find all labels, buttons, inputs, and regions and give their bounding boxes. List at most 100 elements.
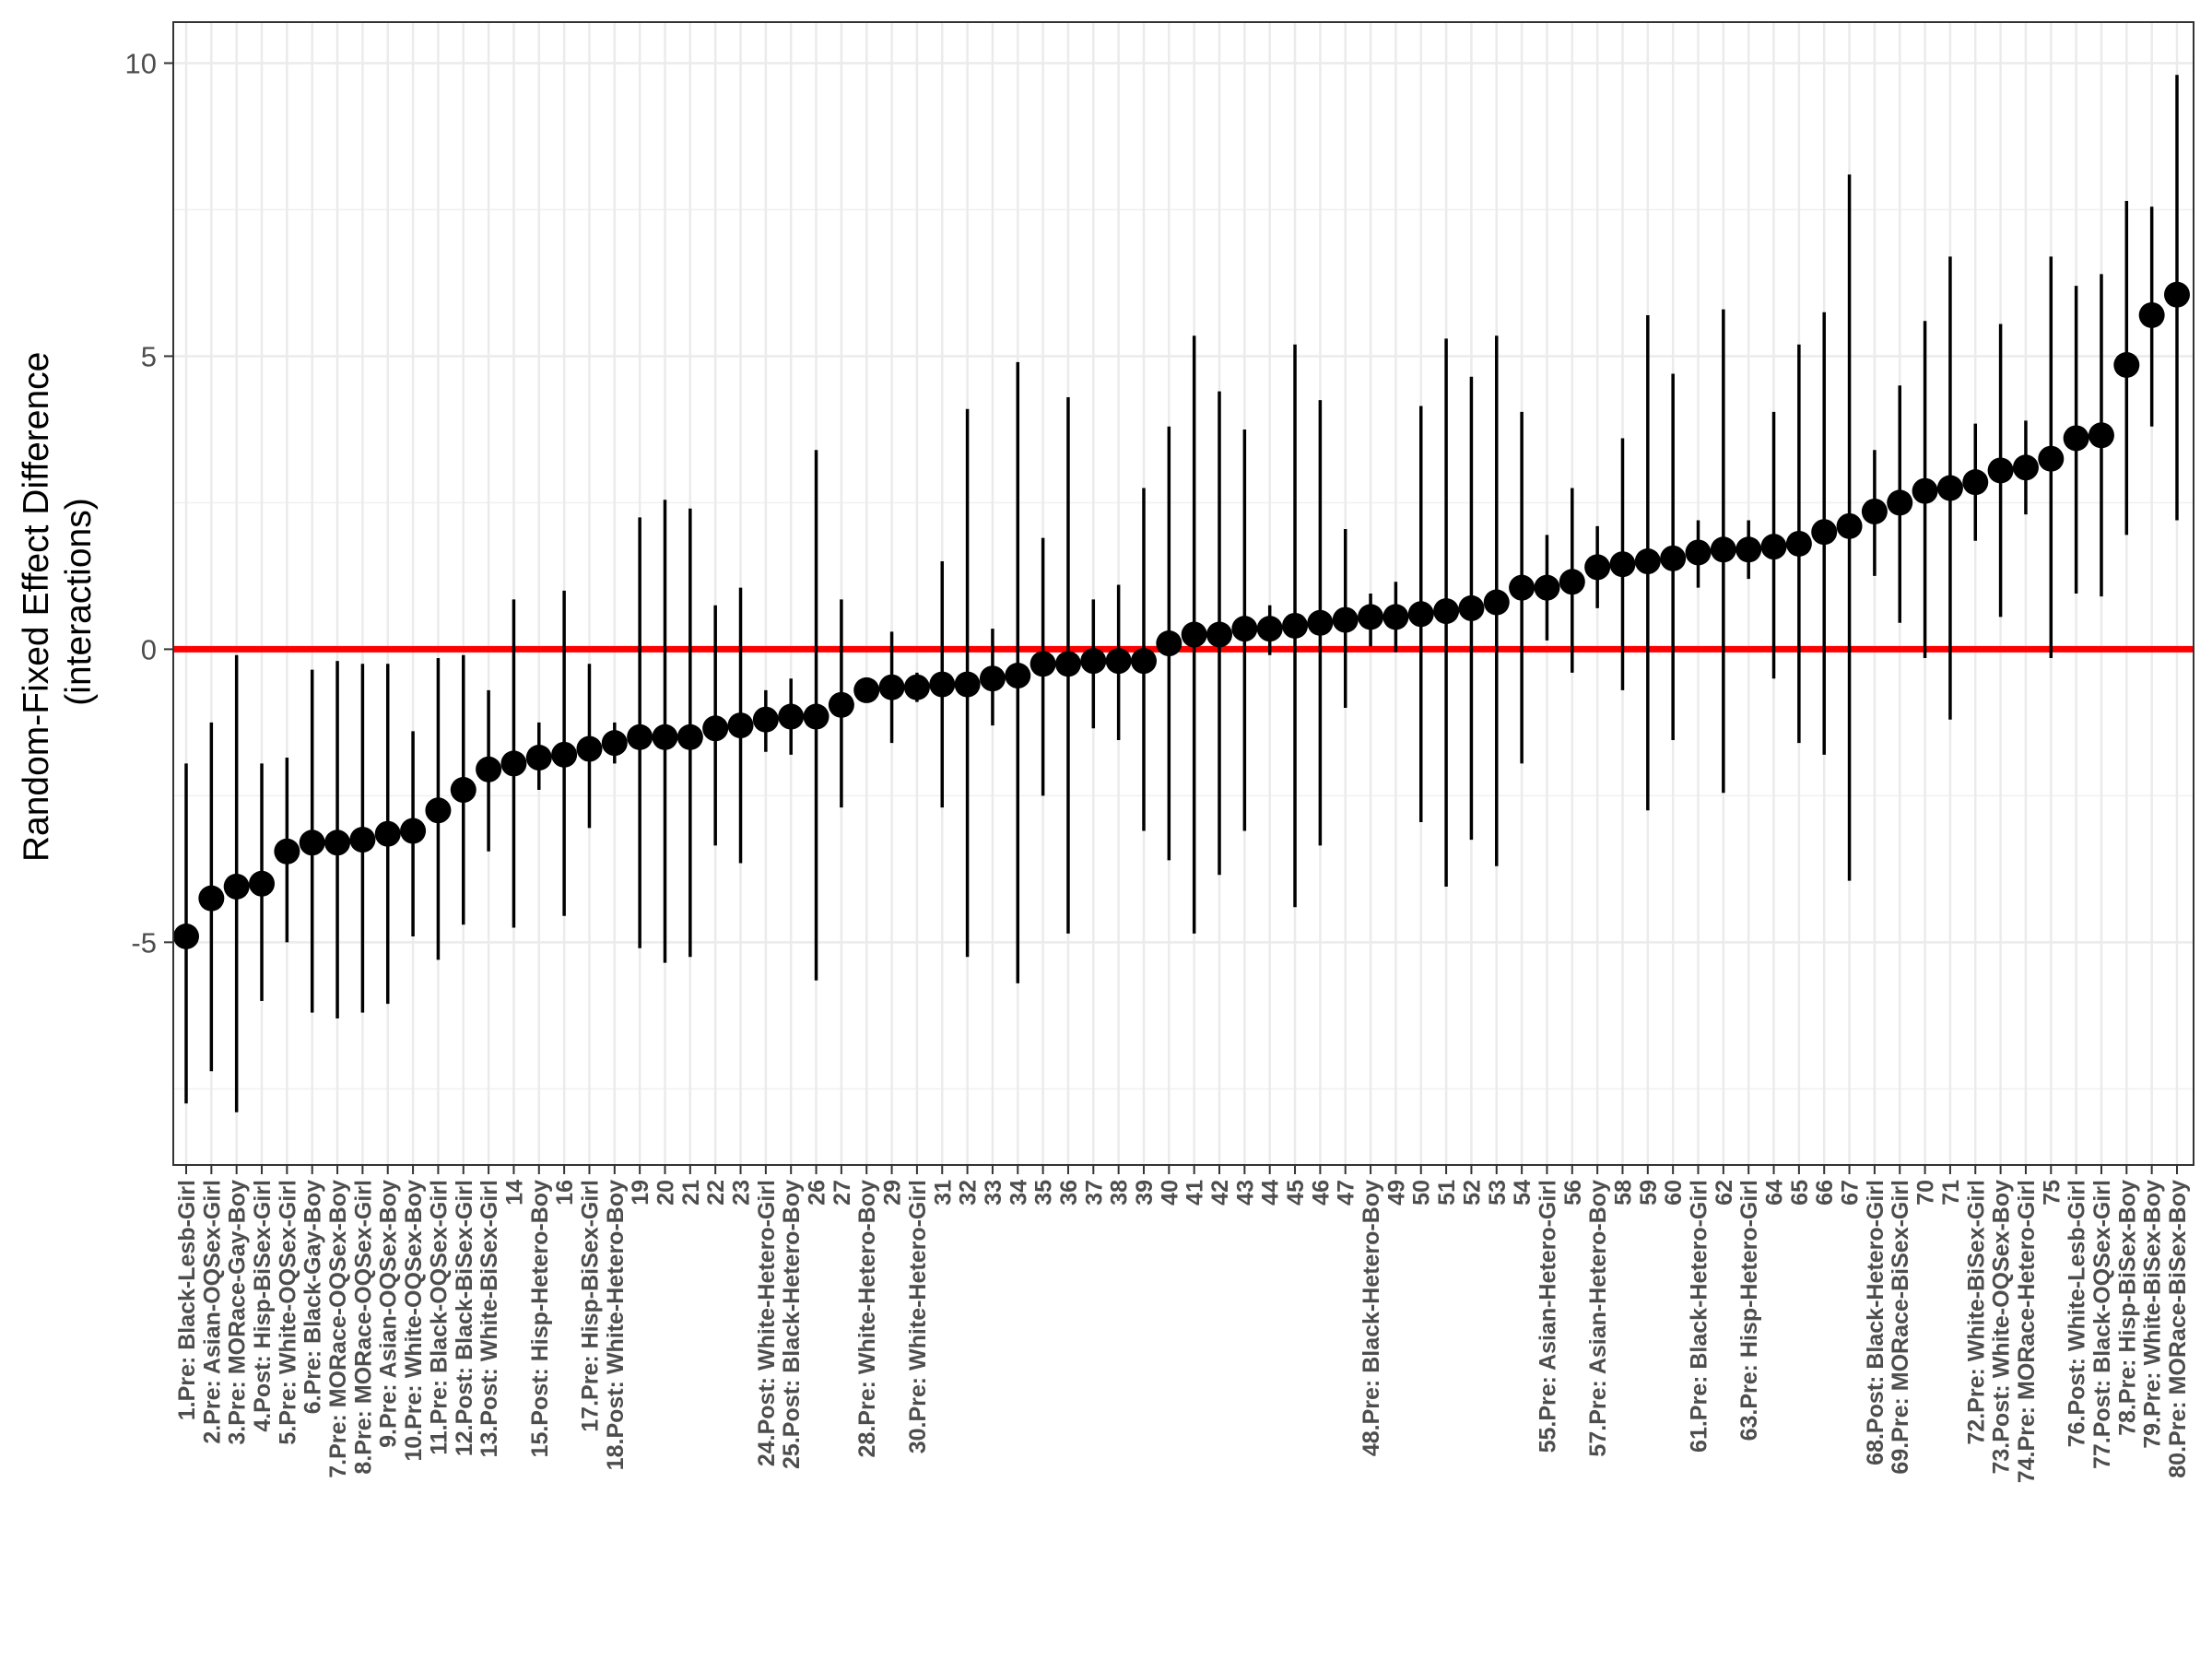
x-tick-label: 54 xyxy=(1510,1180,1535,1206)
x-tick-label: 60 xyxy=(1661,1180,1687,1206)
x-tick-label: 37 xyxy=(1081,1180,1107,1206)
x-tick-label: 79.Pre: White-BiSex-Boy xyxy=(2140,1180,2166,1449)
y-tick-label: 0 xyxy=(141,633,157,665)
point-estimate xyxy=(1811,519,1838,546)
x-tick-label: 41 xyxy=(1182,1180,1208,1206)
point-estimate xyxy=(1912,477,1938,504)
x-tick-label: 32 xyxy=(956,1180,982,1206)
point-estimate xyxy=(425,797,452,824)
x-tick-label: 25.Post: Black-Hetero-Boy xyxy=(779,1180,805,1469)
point-estimate xyxy=(601,730,628,757)
x-tick-label: 46 xyxy=(1308,1180,1334,1206)
point-estimate xyxy=(374,820,401,847)
x-tick-label: 18.Post: White-Hetero-Boy xyxy=(603,1180,629,1470)
point-estimate xyxy=(677,724,703,750)
point-estimate xyxy=(525,745,552,771)
x-tick-label: 8.Pre: MORace-OQSex-Girl xyxy=(350,1180,376,1475)
point-estimate xyxy=(1206,621,1233,648)
x-tick-label: 35 xyxy=(1031,1180,1057,1206)
point-estimate xyxy=(1634,548,1661,575)
point-estimate xyxy=(1282,612,1309,639)
x-tick-label: 27 xyxy=(830,1180,855,1206)
x-tick-label: 66 xyxy=(1812,1180,1838,1206)
point-estimate xyxy=(400,818,427,844)
x-tick-label: 47 xyxy=(1334,1180,1359,1206)
y-tick-label: 5 xyxy=(141,340,157,372)
x-tick-label: 72.Pre: White-BiSex-Girl xyxy=(1963,1180,1989,1445)
x-tick-label: 56 xyxy=(1560,1180,1586,1206)
x-tick-label: 2.Pre: Asian-OQSex-Girl xyxy=(199,1180,225,1444)
y-axis-title: Random-Fixed Effect Difference (interact… xyxy=(17,342,99,862)
point-estimate xyxy=(274,838,300,865)
point-estimate xyxy=(1735,536,1762,563)
x-tick-label: 9.Pre: Asian-OQSex-Boy xyxy=(376,1180,402,1448)
point-estimate xyxy=(1962,469,1989,496)
point-estimate xyxy=(173,924,199,949)
point-estimate xyxy=(1534,574,1560,601)
point-estimate xyxy=(2038,445,2065,472)
point-estimate xyxy=(1005,663,1031,689)
point-estimate xyxy=(778,703,805,730)
point-estimate xyxy=(1030,651,1056,677)
point-estimate xyxy=(903,674,930,700)
x-tick-label: 49 xyxy=(1383,1180,1409,1206)
x-tick-label: 3.Pre: MORace-Gay-Boy xyxy=(225,1180,251,1445)
point-estimate xyxy=(803,703,830,730)
x-tick-label: 70 xyxy=(1913,1180,1939,1206)
point-estimate xyxy=(1231,616,1258,642)
y-tick-label: -5 xyxy=(131,926,157,959)
x-tick-label: 11.Pre: Black-OQSex-Girl xyxy=(426,1180,452,1455)
point-estimate xyxy=(1609,551,1636,578)
x-tick-label: 57.Pre: Asian-Hetero-Boy xyxy=(1585,1180,1611,1457)
point-estimate xyxy=(299,830,325,856)
y-tick-label: 10 xyxy=(125,48,157,80)
point-estimate xyxy=(1382,604,1409,630)
x-tick-label: 75 xyxy=(2039,1180,2065,1206)
x-tick-label: 10.Pre: White-OQSex-Boy xyxy=(401,1180,427,1462)
x-tick-label: 39 xyxy=(1132,1180,1158,1206)
point-estimate xyxy=(702,715,729,742)
point-estimate xyxy=(727,712,754,739)
x-tick-label: 38 xyxy=(1107,1180,1133,1206)
point-estimate xyxy=(1358,604,1384,630)
x-tick-label: 12.Post: Black-BiSex-Girl xyxy=(452,1180,477,1456)
x-tick-label: 16 xyxy=(552,1180,578,1206)
x-tick-label: 36 xyxy=(1056,1180,1082,1206)
x-tick-label: 77.Post: Black-OQSex-Girl xyxy=(2089,1180,2115,1469)
point-estimate xyxy=(2088,422,2114,449)
x-axis-ticks: 1.Pre: Black-Lesb-Girl 2.Pre: Asian-OQSex… xyxy=(174,1165,2191,1483)
x-tick-label: 71 xyxy=(1938,1180,1964,1206)
x-tick-label: 31 xyxy=(930,1180,956,1206)
x-tick-label: 43 xyxy=(1232,1180,1258,1206)
point-estimate xyxy=(1887,489,1913,516)
point-estimate xyxy=(1584,554,1611,581)
point-estimate xyxy=(1433,598,1460,625)
x-tick-label: 55.Pre: Asian-Hetero-Girl xyxy=(1535,1180,1560,1453)
x-tick-label: 19 xyxy=(628,1180,653,1206)
point-estimate xyxy=(1407,601,1434,628)
x-tick-label: 61.Pre: Black-Hetero-Girl xyxy=(1687,1180,1712,1453)
x-tick-label: 52 xyxy=(1459,1180,1485,1206)
panel-border xyxy=(172,21,2194,1166)
point-estimate xyxy=(1509,574,1535,601)
point-estimate xyxy=(2138,301,2165,328)
point-estimate xyxy=(878,674,905,700)
x-tick-label: 1.Pre: Black-Lesb-Girl xyxy=(174,1180,200,1420)
point-estimate xyxy=(349,827,376,853)
y-axis-title-line-1: Random-Fixed Effect Difference xyxy=(17,352,56,862)
point-estimate xyxy=(1130,648,1157,675)
point-estimate xyxy=(1836,512,1863,539)
x-tick-label: 42 xyxy=(1207,1180,1233,1206)
point-estimate xyxy=(1987,457,2014,484)
x-tick-label: 68.Post: Black-Hetero-Girl xyxy=(1863,1180,1888,1465)
point-estimate xyxy=(1458,594,1485,621)
x-tick-label: 63.Pre: Hisp-Hetero-Girl xyxy=(1736,1180,1762,1441)
point-estimate xyxy=(1483,589,1510,616)
point-estimate xyxy=(627,724,653,750)
x-tick-label: 13.Post: White-BiSex-Girl xyxy=(477,1180,502,1457)
point-estimate xyxy=(1559,569,1585,595)
point-estimate xyxy=(198,885,225,912)
y-axis-title-line-2: (interactions) xyxy=(59,498,99,705)
point-estimates xyxy=(173,281,2190,949)
x-tick-label: 26 xyxy=(805,1180,830,1206)
